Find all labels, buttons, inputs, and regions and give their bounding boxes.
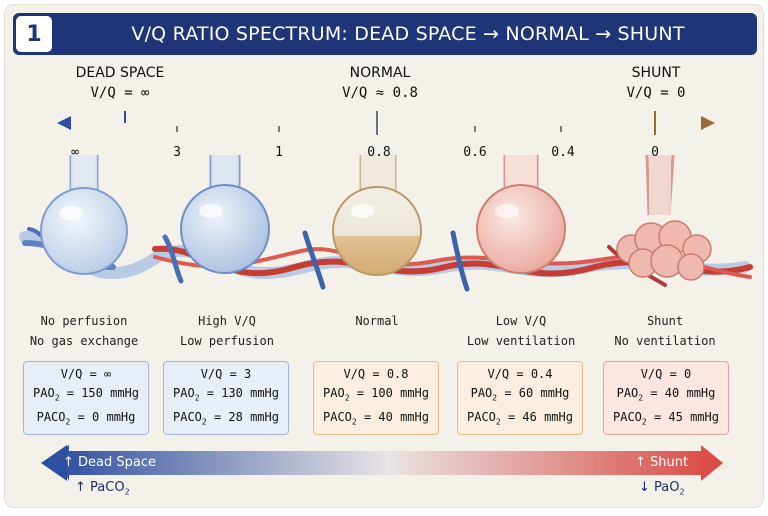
paco2-value: PACO2 = 40 mmHg — [323, 409, 429, 426]
caption-line: No gas exchange — [29, 334, 139, 348]
normal-heading: NORMAL V/Q ≈ 0.8 — [315, 63, 445, 103]
title-bar: 1 V/Q RATIO SPECTRUM: DEAD SPACE → NORMA… — [13, 13, 757, 55]
tick-label: 3 — [173, 145, 181, 160]
caption-line: Low perfusion — [180, 334, 274, 348]
card-high-vq: V/Q = 3 PAO2 = 130 mmHg PACO2 = 28 mmHg — [163, 361, 289, 435]
paco2-value: PACO2 = 45 mmHg — [613, 409, 719, 426]
caption-line: High V/Q — [198, 314, 256, 328]
shunt-heading: SHUNT V/Q = 0 — [591, 63, 721, 103]
normal-title: NORMAL — [349, 65, 411, 81]
normal-ratio: V/Q ≈ 0.8 — [342, 85, 418, 101]
alveolus-dead-space — [40, 155, 128, 275]
vq-value: V/Q = 0.4 — [487, 367, 553, 382]
shunt-title: SHUNT — [631, 65, 681, 81]
card-shunt: V/Q = 0 PAO2 = 40 mmHg PACO2 = 45 mmHg — [603, 361, 729, 435]
dead-space-ratio: V/Q = ∞ — [90, 85, 150, 101]
dead-space-title: DEAD SPACE — [75, 65, 165, 81]
caption-line: No ventilation — [614, 334, 716, 348]
caption-line: Normal — [355, 314, 399, 328]
vq-axis — [57, 111, 715, 135]
vq-value: V/Q = 0 — [640, 367, 692, 382]
paco2-increase-label: ↑ PaCO2 — [75, 480, 130, 497]
tick-label: 1 — [275, 145, 283, 160]
page-title: V/Q RATIO SPECTRUM: DEAD SPACE → NORMAL … — [131, 23, 685, 45]
caption-high-vq: High V/Q Low perfusion — [157, 311, 297, 351]
caption-line: Low ventilation — [466, 334, 576, 348]
caption-shunt: Shunt No ventilation — [595, 311, 735, 351]
caption-dead-space: No perfusion No gas exchange — [14, 311, 154, 351]
figure-number-badge: 1 — [16, 16, 52, 52]
vq-value: V/Q = 3 — [200, 367, 252, 382]
card-dead-space: V/Q = ∞ PAO2 = 150 mmHg PACO2 = 0 mmHg — [23, 361, 149, 435]
pao2-value: PAO2 = 60 mmHg — [470, 386, 570, 403]
tick-label: 0 — [651, 145, 659, 160]
paco2-value: PACO2 = 46 mmHg — [467, 409, 573, 426]
alveolus-shunt-collapsed — [616, 154, 712, 281]
paco2-value: PACO2 = 28 mmHg — [173, 409, 279, 426]
shunt-arrow-label: ↑ Shunt — [635, 455, 689, 470]
pao2-value: PAO2 = 150 mmHg — [33, 386, 139, 403]
card-normal: V/Q = 0.8 PAO2 = 100 mmHg PACO2 = 40 mmH… — [313, 361, 439, 435]
pao2-decrease-label: ↓ PaO2 — [639, 480, 685, 497]
caption-line: Shunt — [646, 314, 684, 328]
vq-value: V/Q = ∞ — [60, 367, 112, 382]
alveolus-normal — [332, 155, 422, 276]
dead-space-heading: DEAD SPACE V/Q = ∞ — [55, 63, 185, 103]
alveolus-low-vq — [476, 155, 566, 274]
spectrum-illustration — [19, 111, 753, 481]
paco2-value: PACO2 = 0 mmHg — [36, 409, 136, 426]
caption-line: No perfusion — [40, 314, 128, 328]
tick-label: 0.6 — [463, 145, 487, 160]
pao2-value: PAO2 = 100 mmHg — [323, 386, 429, 403]
bottom-gradient-arrow — [41, 445, 723, 481]
alveolus-high-vq — [180, 155, 270, 274]
vq-spectrum-panel: 1 V/Q RATIO SPECTRUM: DEAD SPACE → NORMA… — [4, 4, 764, 508]
dead-space-arrow-label: ↑ Dead Space — [63, 455, 156, 470]
pao2-value: PAO2 = 130 mmHg — [173, 386, 279, 403]
caption-normal: Normal — [307, 311, 447, 331]
caption-line: Low V/Q — [495, 314, 547, 328]
vq-value: V/Q = 0.8 — [343, 367, 409, 382]
tick-label: 0.8 — [367, 145, 391, 160]
shunt-ratio: V/Q = 0 — [626, 85, 686, 101]
tick-label: ∞ — [71, 145, 79, 160]
pao2-value: PAO2 = 40 mmHg — [616, 386, 716, 403]
card-low-vq: V/Q = 0.4 PAO2 = 60 mmHg PACO2 = 46 mmHg — [457, 361, 583, 435]
caption-low-vq: Low V/Q Low ventilation — [451, 311, 591, 351]
tick-label: 0.4 — [551, 145, 575, 160]
